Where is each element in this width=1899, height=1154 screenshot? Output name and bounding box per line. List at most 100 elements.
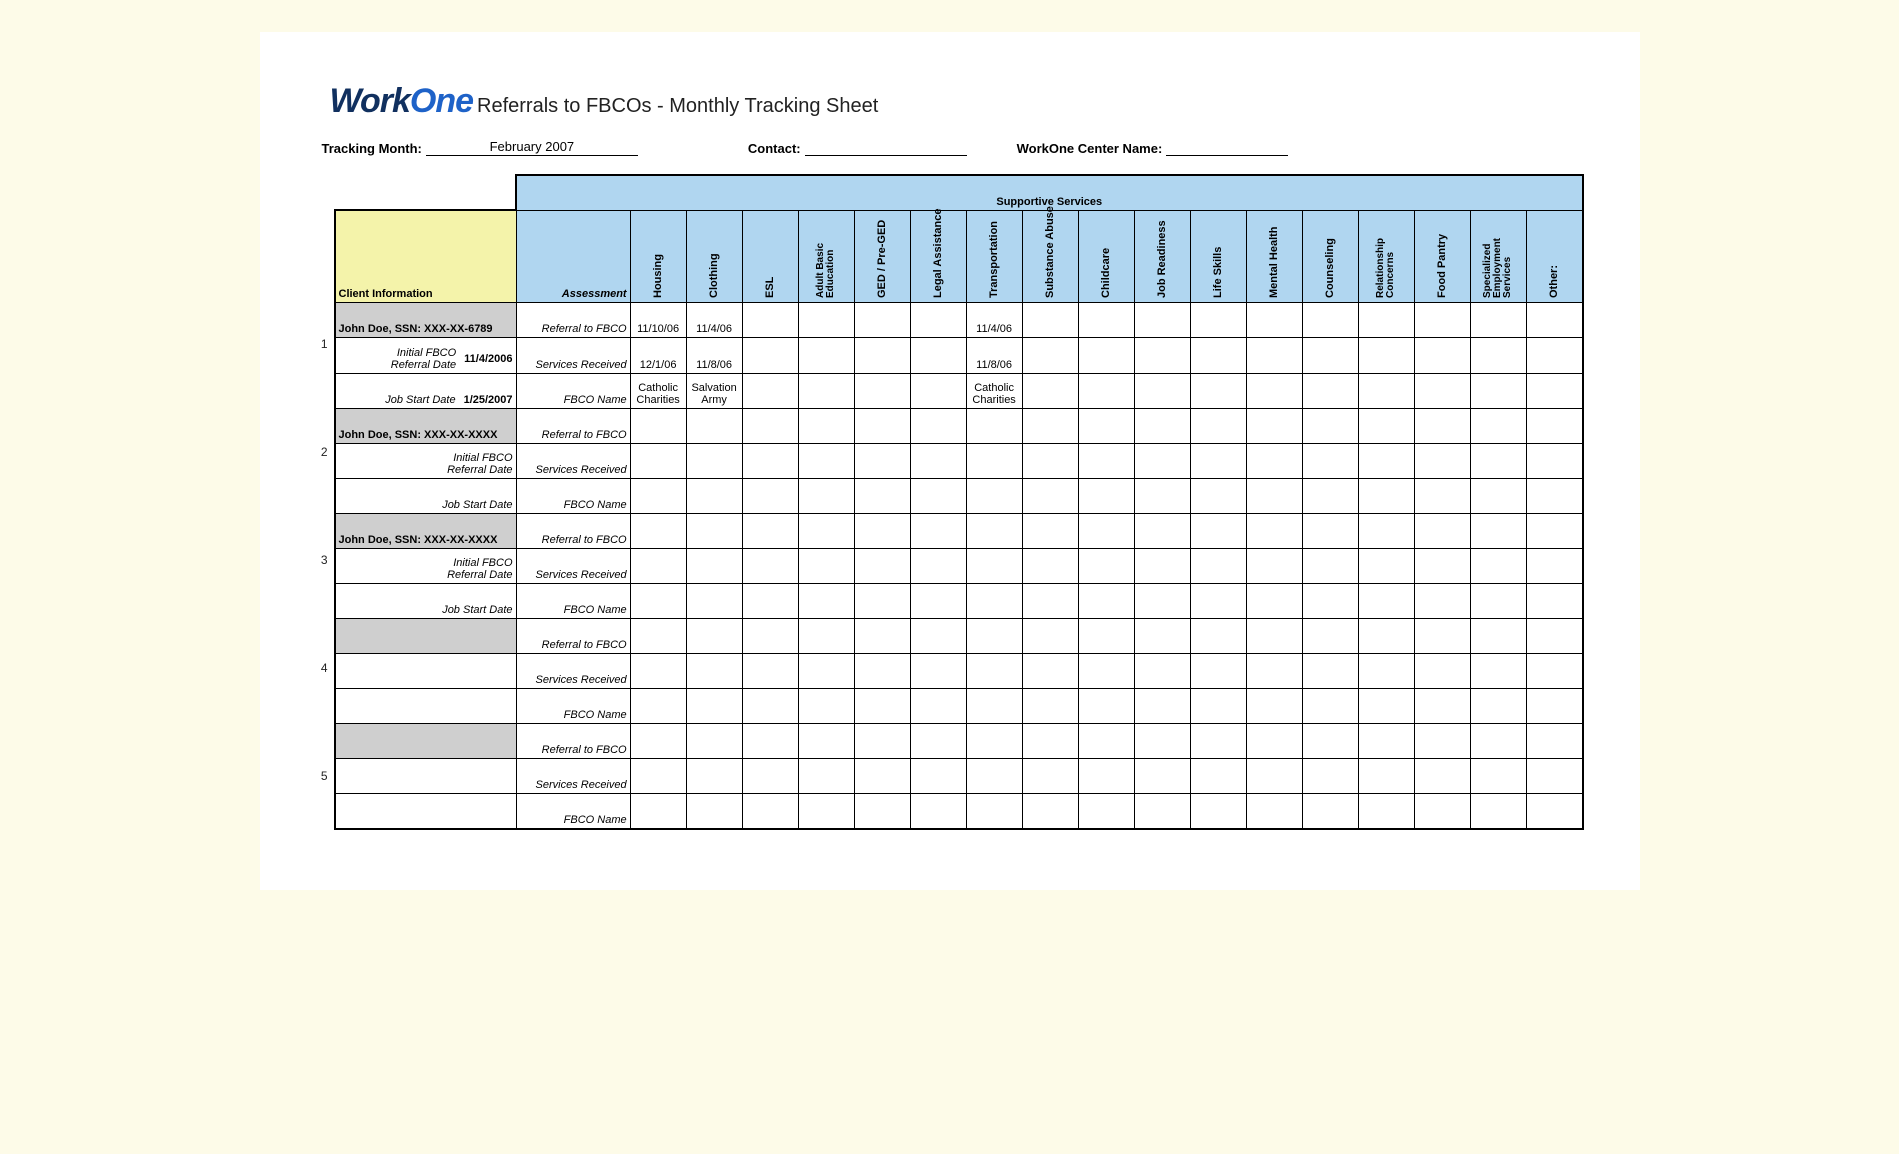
data-cell[interactable] bbox=[1526, 478, 1582, 513]
data-cell[interactable] bbox=[1078, 548, 1134, 583]
data-cell[interactable] bbox=[1134, 583, 1190, 618]
data-cell[interactable] bbox=[798, 724, 854, 759]
data-cell[interactable] bbox=[1022, 513, 1078, 548]
data-cell[interactable] bbox=[966, 618, 1022, 653]
data-cell[interactable] bbox=[1246, 443, 1302, 478]
data-cell[interactable] bbox=[1134, 373, 1190, 408]
data-cell[interactable] bbox=[1078, 724, 1134, 759]
data-cell[interactable] bbox=[1302, 724, 1358, 759]
data-cell[interactable] bbox=[910, 338, 966, 373]
data-cell[interactable] bbox=[1022, 618, 1078, 653]
data-cell[interactable] bbox=[966, 478, 1022, 513]
data-cell[interactable] bbox=[630, 724, 686, 759]
data-cell[interactable] bbox=[742, 303, 798, 338]
data-cell[interactable] bbox=[1246, 513, 1302, 548]
data-cell[interactable] bbox=[1022, 443, 1078, 478]
data-cell[interactable] bbox=[910, 373, 966, 408]
data-cell[interactable] bbox=[798, 303, 854, 338]
data-cell[interactable] bbox=[1470, 654, 1526, 689]
data-cell[interactable] bbox=[742, 583, 798, 618]
data-cell[interactable] bbox=[1246, 654, 1302, 689]
data-cell[interactable] bbox=[1134, 794, 1190, 829]
data-cell[interactable] bbox=[798, 408, 854, 443]
data-cell[interactable] bbox=[1134, 338, 1190, 373]
contact-value[interactable] bbox=[805, 154, 967, 156]
data-cell[interactable] bbox=[742, 373, 798, 408]
data-cell[interactable] bbox=[630, 794, 686, 829]
data-cell[interactable] bbox=[1078, 373, 1134, 408]
data-cell[interactable] bbox=[1526, 724, 1582, 759]
data-cell[interactable] bbox=[1246, 583, 1302, 618]
data-cell[interactable] bbox=[1246, 794, 1302, 829]
data-cell[interactable] bbox=[1246, 548, 1302, 583]
data-cell[interactable] bbox=[1134, 303, 1190, 338]
data-cell[interactable] bbox=[910, 513, 966, 548]
data-cell[interactable] bbox=[1078, 689, 1134, 724]
data-cell[interactable] bbox=[1022, 759, 1078, 794]
job-start-date[interactable]: Job Start Date1/25/2007 bbox=[335, 373, 517, 408]
data-cell[interactable]: Catholic Charities bbox=[966, 373, 1022, 408]
data-cell[interactable] bbox=[1022, 724, 1078, 759]
data-cell[interactable] bbox=[1358, 759, 1414, 794]
data-cell[interactable] bbox=[910, 759, 966, 794]
data-cell[interactable] bbox=[1526, 548, 1582, 583]
data-cell[interactable] bbox=[798, 759, 854, 794]
data-cell[interactable] bbox=[1414, 759, 1470, 794]
data-cell[interactable] bbox=[966, 513, 1022, 548]
data-cell[interactable] bbox=[910, 794, 966, 829]
data-cell[interactable] bbox=[1246, 618, 1302, 653]
data-cell[interactable] bbox=[630, 513, 686, 548]
data-cell[interactable] bbox=[1358, 618, 1414, 653]
data-cell[interactable] bbox=[910, 443, 966, 478]
data-cell[interactable] bbox=[1078, 303, 1134, 338]
data-cell[interactable] bbox=[630, 408, 686, 443]
data-cell[interactable] bbox=[1246, 478, 1302, 513]
data-cell[interactable] bbox=[1022, 373, 1078, 408]
data-cell[interactable] bbox=[910, 618, 966, 653]
data-cell[interactable] bbox=[686, 478, 742, 513]
data-cell[interactable] bbox=[854, 794, 910, 829]
data-cell[interactable] bbox=[798, 654, 854, 689]
data-cell[interactable] bbox=[910, 724, 966, 759]
data-cell[interactable] bbox=[1302, 794, 1358, 829]
data-cell[interactable] bbox=[1078, 478, 1134, 513]
data-cell[interactable] bbox=[1526, 338, 1582, 373]
data-cell[interactable] bbox=[966, 759, 1022, 794]
data-cell[interactable] bbox=[1190, 794, 1246, 829]
data-cell[interactable] bbox=[1190, 408, 1246, 443]
data-cell[interactable]: 12/1/06 bbox=[630, 338, 686, 373]
data-cell[interactable] bbox=[1078, 759, 1134, 794]
data-cell[interactable] bbox=[1190, 303, 1246, 338]
data-cell[interactable] bbox=[854, 408, 910, 443]
data-cell[interactable] bbox=[854, 618, 910, 653]
client-name[interactable] bbox=[335, 724, 517, 759]
data-cell[interactable] bbox=[742, 794, 798, 829]
data-cell[interactable] bbox=[854, 724, 910, 759]
data-cell[interactable] bbox=[1190, 443, 1246, 478]
data-cell[interactable] bbox=[1526, 303, 1582, 338]
data-cell[interactable] bbox=[1078, 408, 1134, 443]
data-cell[interactable] bbox=[686, 618, 742, 653]
data-cell[interactable] bbox=[1246, 338, 1302, 373]
data-cell[interactable] bbox=[854, 303, 910, 338]
data-cell[interactable] bbox=[1302, 513, 1358, 548]
data-cell[interactable] bbox=[910, 689, 966, 724]
data-cell[interactable] bbox=[1078, 338, 1134, 373]
data-cell[interactable] bbox=[742, 443, 798, 478]
data-cell[interactable] bbox=[630, 443, 686, 478]
data-cell[interactable] bbox=[742, 724, 798, 759]
data-cell[interactable] bbox=[854, 759, 910, 794]
data-cell[interactable]: 11/10/06 bbox=[630, 303, 686, 338]
data-cell[interactable] bbox=[910, 408, 966, 443]
data-cell[interactable] bbox=[966, 794, 1022, 829]
data-cell[interactable] bbox=[910, 654, 966, 689]
data-cell[interactable] bbox=[1246, 373, 1302, 408]
data-cell[interactable] bbox=[1526, 618, 1582, 653]
data-cell[interactable] bbox=[1078, 583, 1134, 618]
data-cell[interactable] bbox=[1526, 583, 1582, 618]
data-cell[interactable] bbox=[798, 618, 854, 653]
client-name[interactable]: John Doe, SSN: XXX-XX-XXXX bbox=[335, 408, 517, 443]
data-cell[interactable]: 11/8/06 bbox=[966, 338, 1022, 373]
data-cell[interactable] bbox=[1358, 689, 1414, 724]
data-cell[interactable] bbox=[630, 654, 686, 689]
